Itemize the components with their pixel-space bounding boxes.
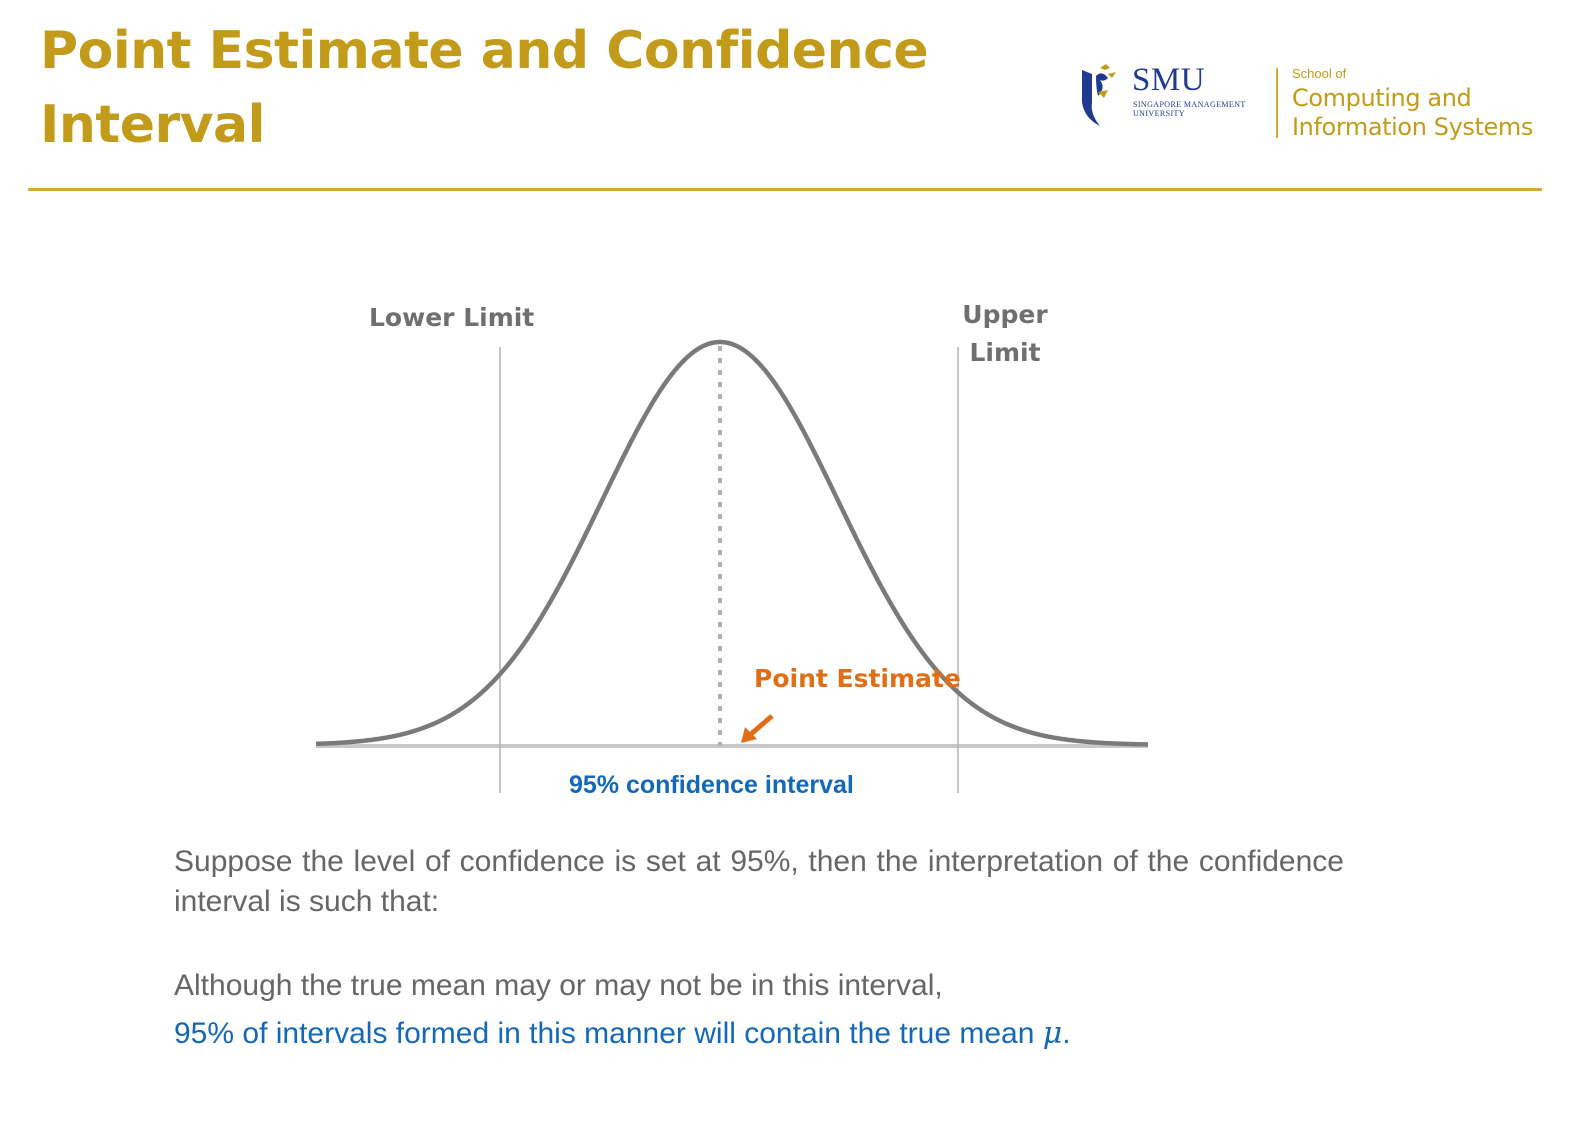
school-name-line-1: Computing and bbox=[1292, 84, 1472, 112]
school-prefix: School of bbox=[1292, 66, 1347, 81]
bell-curve bbox=[315, 339, 1149, 747]
school-logo: SMU SINGAPORE MANAGEMENT UNIVERSITY Scho… bbox=[1078, 60, 1548, 142]
logo-divider bbox=[1276, 68, 1278, 138]
conclusion-text: 95% of intervals formed in this manner w… bbox=[174, 1017, 1043, 1050]
university-name: SINGAPORE MANAGEMENT UNIVERSITY bbox=[1133, 100, 1273, 118]
interpretation-caveat: Although the true mean may or may not be… bbox=[174, 969, 943, 1002]
title-rule bbox=[28, 188, 1542, 191]
upper-limit-label: Upper Limit bbox=[962, 296, 1048, 372]
smu-crest-icon bbox=[1082, 64, 1116, 126]
school-name: Computing and Information Systems bbox=[1292, 84, 1533, 142]
university-name-line-1: SINGAPORE MANAGEMENT bbox=[1133, 100, 1246, 109]
lower-limit-label: Lower Limit bbox=[369, 303, 535, 332]
title-line-1: Point Estimate and Confidence bbox=[40, 21, 929, 81]
confidence-interval-label: 95% confidence interval bbox=[569, 771, 854, 799]
slide-title: Point Estimate and Confidence Interval bbox=[40, 14, 940, 162]
interpretation-intro: Suppose the level of confidence is set a… bbox=[174, 845, 1344, 918]
school-name-line-2: Information Systems bbox=[1292, 113, 1533, 141]
upper-limit-label-line-2: Limit bbox=[969, 338, 1041, 367]
point-estimate-label: Point Estimate bbox=[754, 664, 961, 693]
upper-limit-label-line-1: Upper bbox=[962, 300, 1048, 329]
title-line-2: Interval bbox=[40, 95, 265, 155]
mu-symbol: μ bbox=[1042, 1016, 1063, 1051]
conclusion-period: . bbox=[1062, 1017, 1071, 1050]
university-name-line-2: UNIVERSITY bbox=[1133, 109, 1185, 118]
point-estimate-arrow-icon bbox=[741, 714, 774, 743]
interpretation-conclusion: 95% of intervals formed in this manner w… bbox=[174, 1014, 1344, 1054]
university-abbr: SMU bbox=[1132, 62, 1206, 98]
